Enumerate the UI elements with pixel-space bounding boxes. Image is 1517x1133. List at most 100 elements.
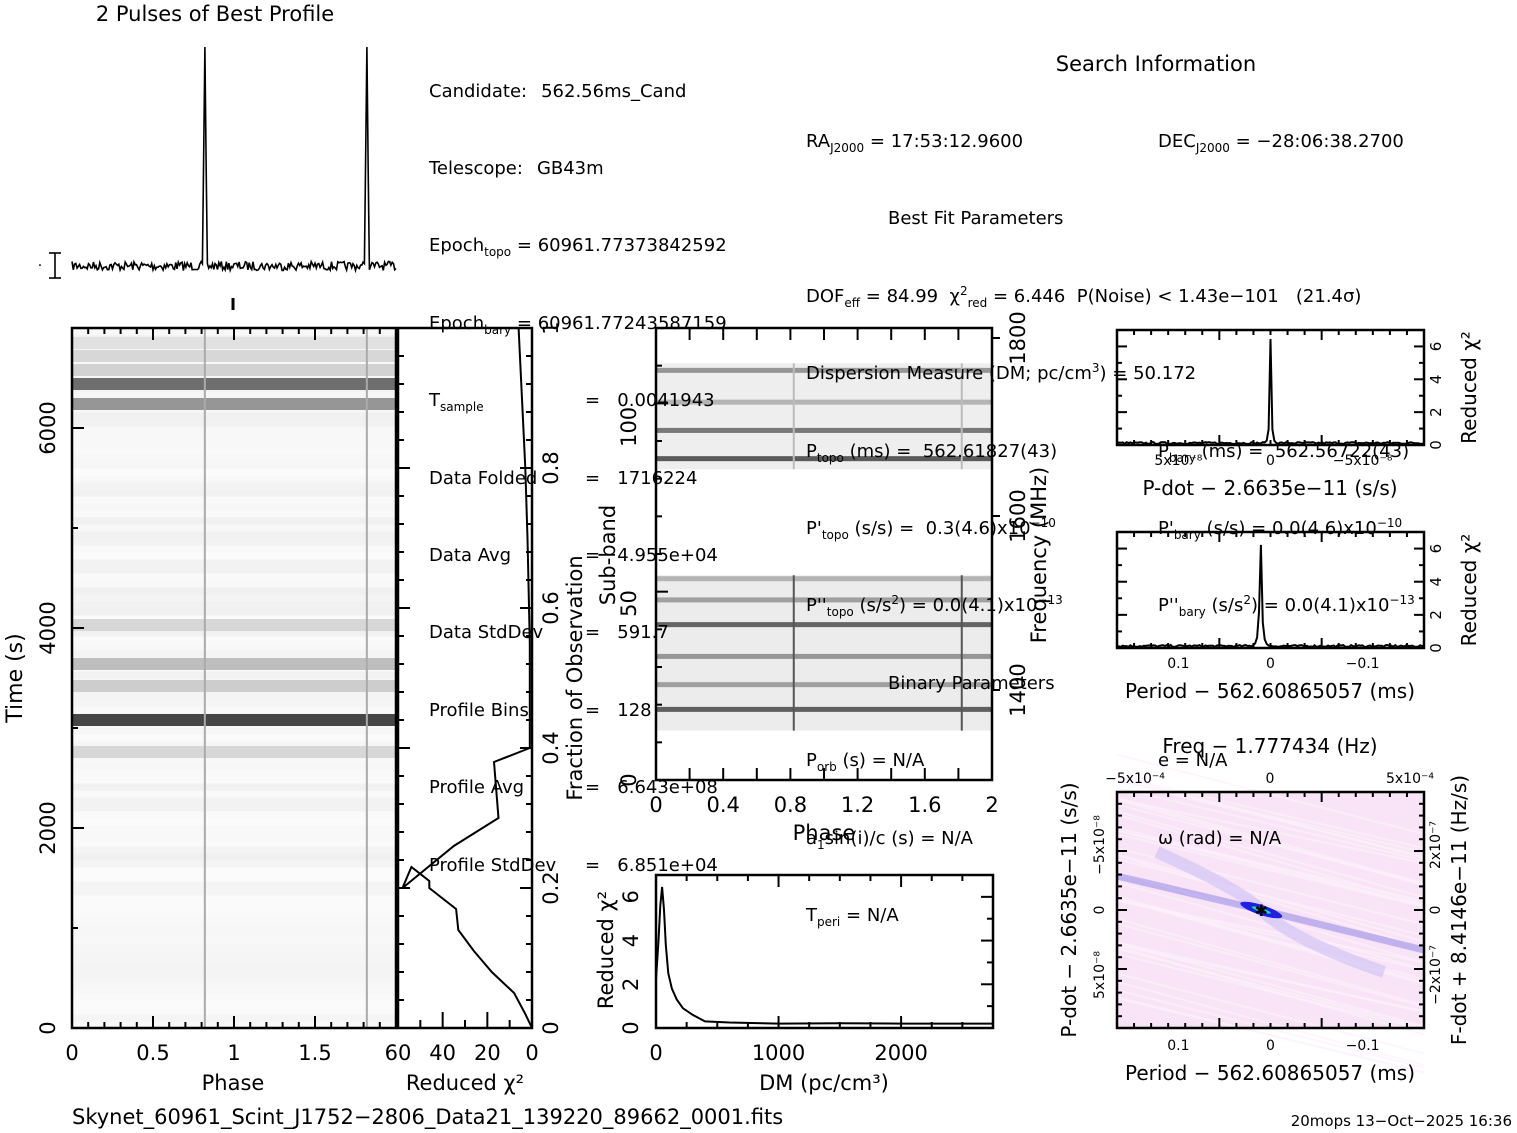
plane-streak (1116, 922, 1425, 1008)
x-axis-label: DM (pc/cm³) (759, 1071, 889, 1095)
p-pdot-plane-plot: ✱ 0.1 0 −0.1 −5x10⁻⁴ 0 5x10⁻⁴ −5x10⁻⁸ 0 5x10⁻⁸ 2x1… (1057, 734, 1471, 1085)
y2-tick-label: 1800 (1006, 311, 1030, 364)
time-row (72, 930, 396, 938)
chi2-line (401, 327, 533, 1029)
time-row (72, 804, 396, 812)
time-row (72, 461, 396, 469)
x-tick-label: 2000 (874, 1041, 927, 1065)
info-pdot: P'topo (s/s) = 0.3(4.6)x10−10 P'bary (s/s… (806, 515, 1403, 542)
x-tick-label: 40 (429, 1041, 456, 1065)
time-row (72, 916, 396, 924)
x-tick-label: 0 (1266, 453, 1275, 469)
time-row (72, 454, 396, 462)
x-tick-label: 1.2 (841, 793, 874, 817)
y-tick-label: 5x10⁻⁸ (1092, 951, 1108, 999)
plane-streak (1116, 775, 1425, 850)
plane-streak (1116, 972, 1425, 1055)
time-chi2-plot: 60 40 20 00 0.2 0.4 0.6 0.8 1 Reduced χ² Fraction … (385, 321, 587, 1095)
bright-time-row (72, 364, 396, 376)
subband-row (656, 576, 992, 582)
info-data-avg: Data Avg = 4.955e+04 (429, 544, 718, 566)
x-tick-label: 0 (1266, 656, 1275, 672)
time-row (72, 510, 396, 518)
time-row (72, 545, 396, 553)
time-row (72, 587, 396, 595)
info-a1sini-omega: a1sin(i)/c (s) = N/A ω (rad) = N/A (806, 827, 1282, 852)
y-axis-label: Reduced χ² (1457, 534, 1481, 647)
search-info-title: Search Information (1055, 51, 1257, 76)
time-phase-plot: 0 0.5 1 1.5 0 2000 4000 6000 Phase Time (s) (3, 326, 398, 1095)
y-tick-label: 4 (619, 934, 643, 947)
plane-streak (1116, 810, 1425, 899)
plane-streak (1116, 945, 1425, 1036)
time-row (72, 797, 396, 805)
plane-streak (1116, 833, 1425, 908)
plane-streak (1116, 796, 1425, 885)
timestamp-label: 20mops 13−Oct−2025 16:36 (1291, 1112, 1512, 1130)
y2-axis-label: F-dot + 8.4146e−11 (Hz/s) (1447, 775, 1471, 1045)
x-tick-label: 0.5 (136, 1041, 169, 1065)
plane-streak (1116, 941, 1425, 1013)
subband-phase-plot: 0 0.4 0.8 1.2 1.6 2 0 50 100 1400 1600 1800 Phase Sub… (596, 311, 1051, 845)
y-tick-label: 0 (619, 1021, 643, 1034)
best-fit-title: Best Fit Parameters (888, 208, 1064, 230)
band-region (656, 363, 992, 470)
y-axis-label: Fraction of Observation (563, 555, 587, 800)
plane-streak (1116, 952, 1425, 1031)
x2-tick-label: −5x10⁻⁴ (1105, 771, 1165, 787)
time-row (72, 503, 396, 511)
info-data-folded: Data Folded = 1716224 (429, 467, 698, 489)
plane-streak (1116, 881, 1425, 971)
subband-row (656, 399, 992, 405)
time-row (72, 559, 396, 567)
bright-time-row (72, 658, 396, 670)
time-row (72, 636, 396, 644)
time-row (72, 1000, 396, 1008)
y-tick-label: 4000 (36, 601, 60, 654)
subband-row (656, 622, 992, 628)
dm-frame (654, 873, 995, 1030)
info-period: Ptopo (ms) = 562.61827(43) Pbary (ms) = 5… (806, 440, 1410, 465)
info-dm: Dispersion Measure (DM; pc/cm3) = 50.172 (806, 361, 1197, 385)
info-telescope: Telescope: GB43m (429, 157, 604, 179)
bright-time-row (72, 619, 396, 631)
x2-axis-label: Freq − 1.777434 (Hz) (1162, 734, 1377, 758)
x-tick-label: 0.1 (1167, 656, 1189, 672)
x-tick-label: 0.4 (706, 793, 739, 817)
x2-tick-label: 0 (1266, 771, 1275, 787)
y-tick-label: 6000 (36, 401, 60, 454)
y-axis-label: Time (s) (3, 633, 28, 723)
subband-row (656, 597, 992, 603)
time-row (72, 552, 396, 560)
x-tick-label: 1 (227, 1041, 240, 1065)
time-row (72, 972, 396, 980)
x-axis-label: Reduced χ² (406, 1071, 524, 1095)
time-row (72, 496, 396, 504)
time-row (72, 489, 396, 497)
filename-label: Skynet_60961_Scint_J1752−2806_Data21_139… (72, 1105, 783, 1130)
time-row (72, 524, 396, 532)
time-row (72, 692, 396, 700)
search-info: Search Information RAJ2000 = 17:53:12.96… (806, 0, 1506, 954)
plane-streak (1116, 853, 1425, 943)
time-row (72, 902, 396, 910)
time-row (72, 594, 396, 602)
time-row (72, 825, 396, 833)
time-row (72, 839, 396, 847)
info-profile-avg: Profile Avg = 6.643e+08 (429, 777, 718, 799)
time-row (72, 573, 396, 581)
info-epoch-bary: Epochbary = 60961.77243587159 (429, 312, 727, 337)
subband-row (656, 456, 992, 462)
y-tick-label: 50 (617, 590, 641, 617)
x-axis-label: Phase (793, 821, 856, 845)
y2-tick-label: 0 (1428, 906, 1444, 915)
dm-chi2-plot: 0 1000 2000 0 2 4 6 DM (pc/cm³) Reduced χ² (594, 873, 995, 1095)
subband-row (656, 706, 992, 712)
plane-streak (1116, 786, 1425, 862)
error-bar-dot: · (38, 258, 42, 274)
y-tick-label: 2 (1427, 407, 1445, 417)
x-axis-label: Period − 562.60865057 (ms) (1125, 1061, 1415, 1085)
x-tick-label: 20 (474, 1041, 501, 1065)
time-row (72, 1007, 396, 1015)
time-row (72, 538, 396, 546)
